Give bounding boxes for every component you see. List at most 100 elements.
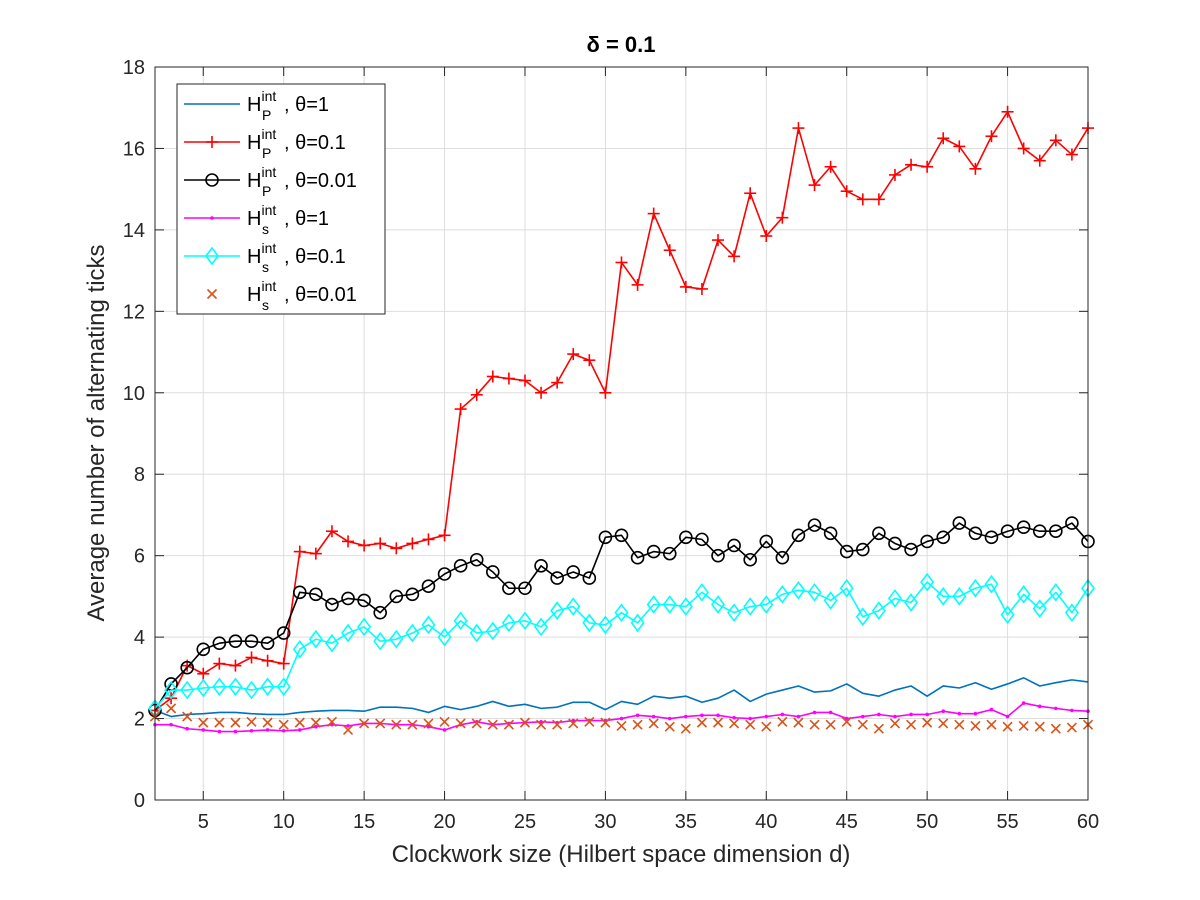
dot-marker: [346, 724, 350, 728]
plus-marker: [390, 542, 403, 555]
plus-marker: [293, 545, 306, 558]
diamond-marker: [711, 595, 726, 614]
plus-marker: [374, 537, 387, 550]
dot-marker: [1021, 701, 1026, 705]
circle-marker: [727, 538, 741, 553]
x-marker: [1002, 721, 1013, 732]
diamond-marker: [678, 597, 693, 616]
diamond-marker: [1000, 605, 1015, 625]
dot-marker: [989, 707, 994, 712]
circle-marker: [598, 530, 613, 545]
x-marker: [552, 719, 563, 730]
x-marker: [391, 719, 402, 730]
dot-marker: [844, 716, 849, 721]
x-marker: [568, 718, 579, 729]
plus-marker: [438, 529, 451, 542]
diamond-marker: [405, 623, 420, 643]
plus-marker: [921, 160, 934, 173]
plus-marker: [856, 193, 869, 206]
y-tick-label: 16: [123, 138, 145, 160]
plus-marker: [277, 657, 290, 670]
plus-marker: [518, 374, 531, 387]
x-marker: [761, 721, 772, 732]
diamond-marker: [308, 629, 323, 649]
plus-marker: [342, 535, 355, 548]
x-marker: [825, 719, 836, 730]
x-tick-label: 5: [198, 811, 209, 833]
dot-marker: [314, 724, 318, 729]
plus-marker: [599, 386, 612, 399]
x-marker: [745, 719, 756, 730]
diamond-marker: [984, 574, 999, 594]
plus-marker: [985, 130, 998, 143]
legend-label: Hint s, θ=0.01: [247, 278, 357, 313]
series-6: [149, 703, 1094, 736]
dot-marker: [667, 716, 672, 721]
x-tick-label: 45: [836, 811, 858, 833]
x-marker: [712, 717, 724, 728]
diamond-marker: [936, 587, 951, 606]
x-marker: [198, 717, 209, 728]
x-marker: [326, 716, 338, 727]
diamond-marker: [968, 578, 983, 598]
plus-marker: [309, 547, 322, 560]
circle-marker: [1016, 520, 1031, 534]
x-marker: [1066, 722, 1077, 733]
dot-marker: [748, 716, 752, 721]
dot-marker: [877, 712, 881, 717]
plus-marker: [454, 403, 467, 416]
diamond-marker: [646, 595, 661, 614]
x-marker: [503, 719, 514, 730]
circle-marker: [839, 544, 854, 559]
plus-marker: [567, 348, 580, 361]
x-marker: [455, 718, 466, 729]
dot-marker: [249, 728, 254, 733]
circle-marker: [534, 559, 548, 573]
plus-marker: [1017, 142, 1030, 155]
plus-marker: [229, 659, 242, 672]
circle-marker: [502, 581, 516, 596]
x-tick-label: 15: [353, 811, 375, 833]
circle-marker: [244, 634, 259, 648]
circle-marker: [453, 559, 468, 573]
diamond-marker: [566, 597, 581, 616]
x-marker: [680, 723, 691, 734]
x-marker: [664, 721, 675, 732]
plus-marker: [1049, 134, 1062, 147]
legend-entry: Hint P, θ=0.01: [184, 164, 357, 199]
dot-marker: [1054, 706, 1058, 711]
plus-marker: [872, 193, 885, 206]
plus-marker: [937, 132, 950, 145]
series-layer: [148, 105, 1095, 736]
plus-marker: [792, 122, 805, 135]
x-marker: [519, 717, 531, 728]
circle-marker: [662, 546, 677, 561]
plus-marker: [679, 280, 692, 293]
plus-marker: [744, 187, 757, 200]
diamond-marker: [164, 680, 179, 700]
y-tick-label: 4: [134, 627, 145, 649]
x-marker: [278, 719, 289, 730]
diamond-marker: [887, 589, 902, 608]
dot-marker: [265, 728, 270, 732]
plus-marker: [535, 386, 548, 399]
x-marker: [423, 718, 434, 729]
diamond-marker: [823, 591, 838, 610]
plus-marker: [197, 667, 210, 680]
circle-marker: [630, 550, 645, 565]
circle-marker: [711, 548, 725, 563]
x-marker: [986, 719, 997, 730]
x-marker: [359, 718, 370, 729]
plot-frame: [154, 66, 1089, 801]
circle-marker: [486, 565, 500, 579]
dot-marker: [732, 715, 736, 720]
plus-marker: [245, 651, 258, 664]
plus-marker: [486, 370, 499, 383]
circle-marker: [205, 173, 219, 187]
diamond-marker: [244, 680, 259, 700]
dot-marker: [973, 711, 978, 716]
circle-marker: [1065, 516, 1079, 530]
diamond-marker: [1048, 582, 1063, 602]
diamond-marker: [212, 677, 227, 697]
